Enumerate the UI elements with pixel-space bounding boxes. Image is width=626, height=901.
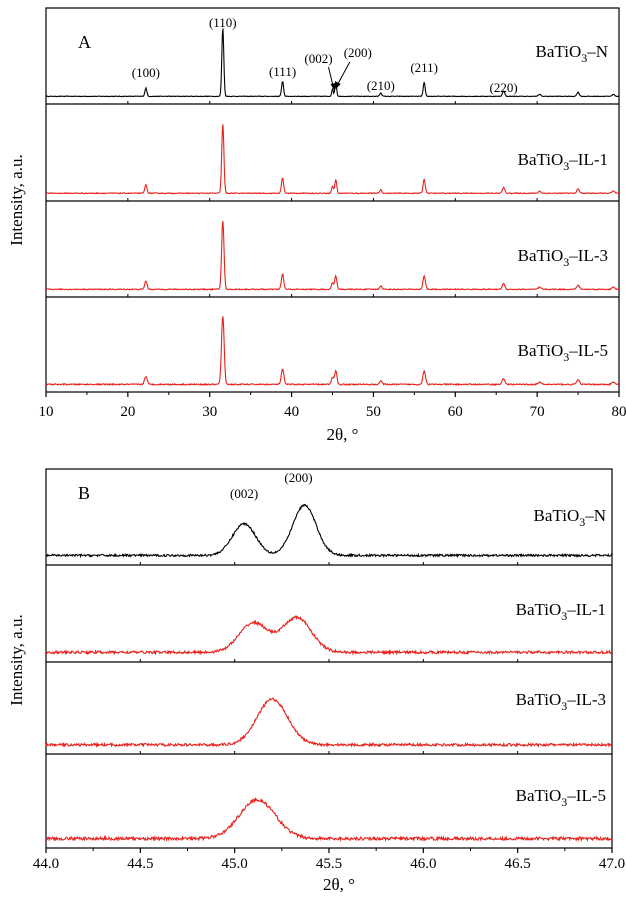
peak-annotation: (200) <box>284 470 312 485</box>
x-tick-label: 80 <box>612 404 626 420</box>
series-label: BaTiO3–IL-5 <box>516 786 606 809</box>
peak-annotation: (210) <box>367 78 395 93</box>
x-tick-label: 44.0 <box>33 856 59 872</box>
series-label: BaTiO3–IL-1 <box>516 600 606 623</box>
arrow-head <box>334 81 341 89</box>
x-tick-label: 45.5 <box>316 856 342 872</box>
x-tick-label: 45.0 <box>222 856 248 872</box>
series-line-3 <box>45 697 613 748</box>
series-line-4 <box>45 316 620 387</box>
panel-letter: A <box>78 32 91 52</box>
x-axis-label: 2θ, ° <box>323 875 355 894</box>
panel-letter: B <box>78 483 90 503</box>
series-line-1 <box>45 28 620 98</box>
series-line-2 <box>45 615 613 656</box>
x-tick-label: 46.0 <box>410 856 436 872</box>
peak-annotation: (002) <box>304 51 332 66</box>
series-line-4 <box>45 797 613 843</box>
series-label: BaTiO3–IL-3 <box>516 690 606 713</box>
peak-annotation: (100) <box>132 65 160 80</box>
peak-annotation: (220) <box>489 80 517 95</box>
series-label: BaTiO3–IL-5 <box>518 341 608 364</box>
x-tick-label: 46.5 <box>505 856 531 872</box>
y-axis-label: Intensity, a.u. <box>7 154 26 245</box>
series-line-3 <box>45 221 620 291</box>
x-tick-label: 47.0 <box>599 856 625 872</box>
x-tick-label: 60 <box>448 404 463 420</box>
panel-a: BaTiO3–N BaTiO3–IL-1 BaTiO3–IL-3 BaTiO3–IL-… <box>7 7 626 444</box>
series-label: BaTiO3–IL-1 <box>518 150 608 173</box>
x-tick-label: 10 <box>39 404 54 420</box>
peak-annotation: (002) <box>230 486 258 501</box>
x-tick-label: 50 <box>366 404 381 420</box>
series-line-2 <box>45 124 620 195</box>
x-tick-label: 30 <box>202 404 217 420</box>
peak-annotation: (211) <box>410 60 438 75</box>
x-tick-label: 40 <box>284 404 299 420</box>
x-tick-label: 20 <box>120 404 135 420</box>
peak-annotation: (110) <box>209 15 237 30</box>
y-axis-label: Intensity, a.u. <box>7 614 26 705</box>
x-axis-label: 2θ, ° <box>327 425 359 444</box>
peak-annotation: (111) <box>269 64 296 79</box>
series-label: BaTiO3–N <box>534 506 606 529</box>
peak-annotation: (200) <box>344 45 372 60</box>
arrow-head <box>330 83 336 91</box>
x-tick-label: 44.5 <box>127 856 153 872</box>
x-tick-label: 70 <box>530 404 545 420</box>
series-label: BaTiO3–IL-3 <box>518 246 608 269</box>
annotation-arrow <box>336 61 351 87</box>
series-label: BaTiO3–N <box>536 42 608 65</box>
panel-b: BaTiO3–N BaTiO3–IL-1 BaTiO3–IL-3 BaTiO3–IL-… <box>7 468 625 894</box>
series-line-1 <box>45 503 613 559</box>
